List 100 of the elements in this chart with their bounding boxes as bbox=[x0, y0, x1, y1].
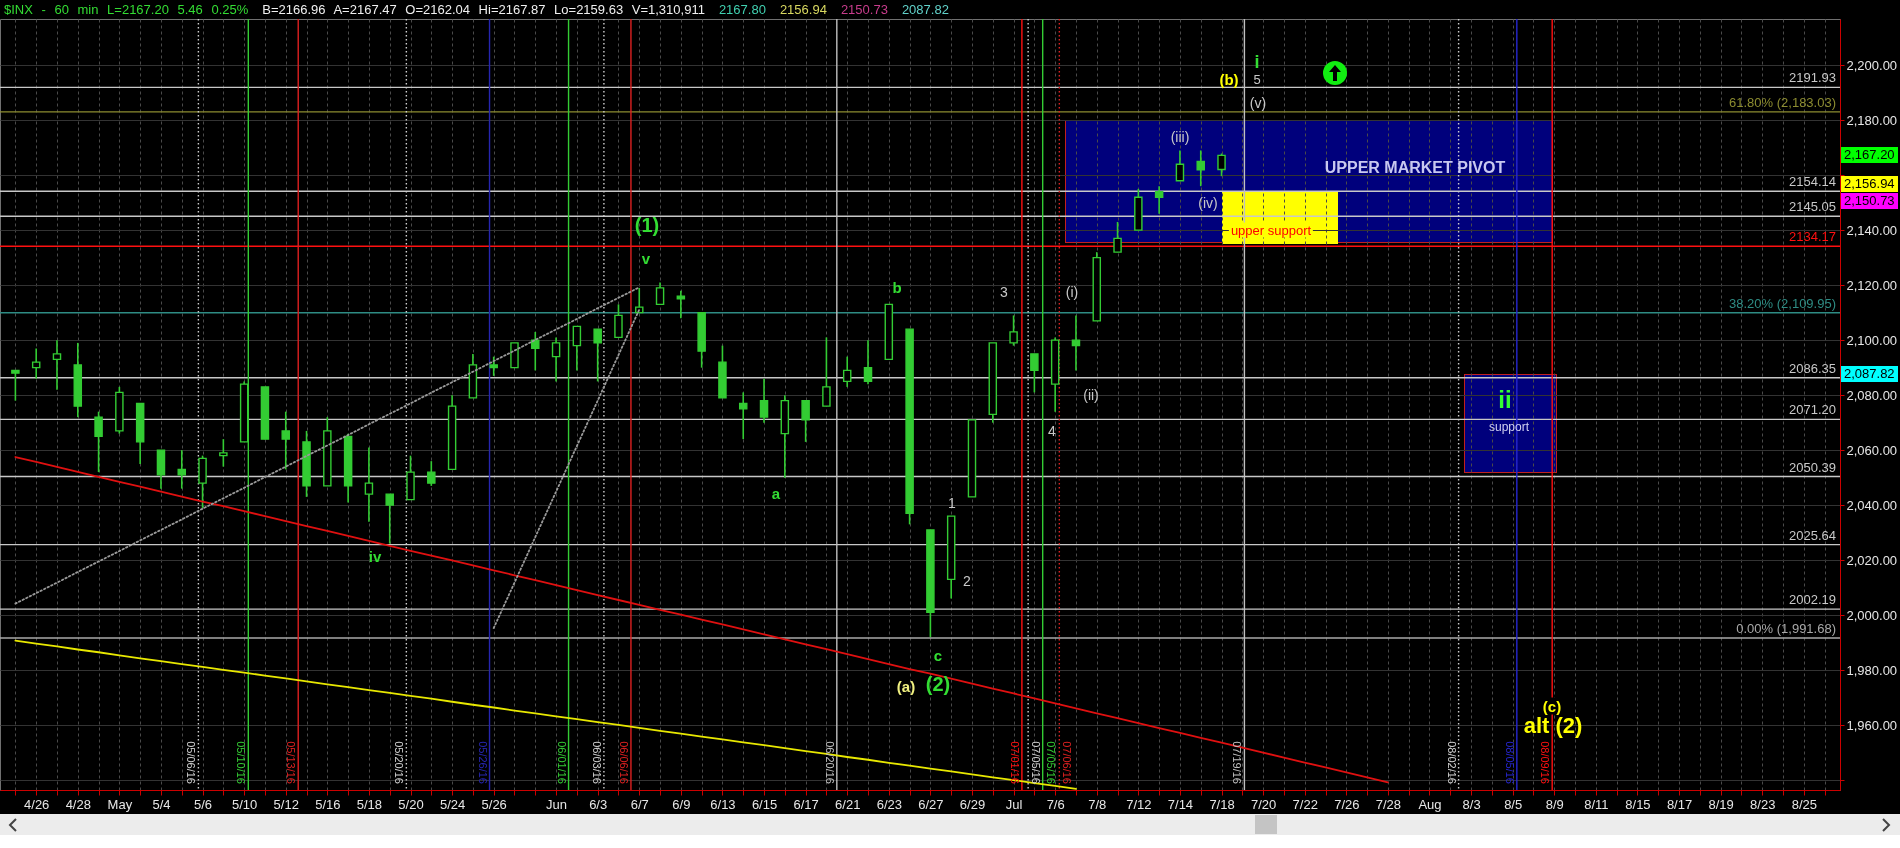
x-tick-label: 8/17 bbox=[1666, 796, 1693, 812]
x-tick-label: 5/10 bbox=[231, 796, 258, 812]
line-series bbox=[14, 456, 1389, 784]
candlestick bbox=[281, 410, 290, 471]
x-tick-label: 8/19 bbox=[1708, 796, 1734, 812]
annotation: 05/20/16 bbox=[393, 741, 406, 784]
x-tick-label: 5/26 bbox=[481, 796, 507, 812]
y-tick-label: 1,960.00 bbox=[1846, 717, 1898, 733]
annotation: 07/01/16 bbox=[1008, 741, 1021, 784]
annotation: 2 bbox=[963, 573, 971, 589]
x-tick-label: 6/3 bbox=[589, 796, 608, 812]
candlestick bbox=[572, 325, 582, 372]
y-tick-label: 2,180.00 bbox=[1846, 112, 1898, 128]
y-tick-label: 2,040.00 bbox=[1846, 497, 1898, 513]
y-tick-label: 2,020.00 bbox=[1846, 552, 1898, 568]
x-tick-label: 5/4 bbox=[152, 796, 171, 812]
candlestick bbox=[676, 289, 686, 319]
x-tick-label: 7/18 bbox=[1209, 796, 1235, 812]
ref-line-label: 2071.20 bbox=[1789, 402, 1836, 418]
annotation: (i) bbox=[1065, 284, 1079, 300]
y-tick-label: 2,200.00 bbox=[1846, 57, 1898, 73]
ref-line-label: 2086.35 bbox=[1789, 360, 1836, 376]
candlestick bbox=[177, 449, 187, 490]
x-tick-label: 7/12 bbox=[1126, 796, 1152, 812]
chart-subtitle: B=2166.96 A=2167.47 O=2162.04 Hi=2167.87 Lo=2159.63 V=1,310,911 bbox=[262, 2, 705, 17]
candlestick bbox=[1113, 221, 1122, 253]
y-tick-label: 1,980.00 bbox=[1846, 662, 1898, 678]
x-tick-label: 8/25 bbox=[1791, 796, 1817, 812]
x-tick-label: 4/26 bbox=[24, 796, 50, 812]
x-tick-label: 6/7 bbox=[630, 796, 649, 812]
x-tick-label: Aug bbox=[1418, 796, 1442, 812]
text: 2,087.82 bbox=[1841, 366, 1898, 382]
line-series bbox=[14, 639, 1077, 790]
x-tick-label: Jul bbox=[1005, 796, 1023, 812]
x-tick-label: 5/6 bbox=[194, 796, 213, 812]
candlestick bbox=[1030, 353, 1039, 394]
x-tick-label: 8/5 bbox=[1504, 796, 1523, 812]
annotation: 05/10/16 bbox=[235, 741, 248, 784]
ref-line-label: 2191.93 bbox=[1789, 70, 1836, 86]
y-tick-label: 2,080.00 bbox=[1846, 387, 1898, 403]
annotation: 07/05/16 bbox=[1030, 741, 1043, 784]
x-tick-label: 7/26 bbox=[1334, 796, 1360, 812]
annotation: 05/26/16 bbox=[476, 741, 489, 784]
text: 2156.94 bbox=[779, 2, 827, 17]
text: 2,150.73 bbox=[1841, 193, 1898, 209]
x-tick-label: 6/23 bbox=[876, 796, 902, 812]
candlestick bbox=[551, 336, 561, 383]
x-tick-label: 6/29 bbox=[959, 796, 986, 812]
annotation: 06/20/16 bbox=[823, 741, 836, 784]
line-series bbox=[14, 286, 641, 605]
annotation: 08/05/16 bbox=[1503, 741, 1516, 784]
annotation: 07/06/16 bbox=[1061, 741, 1074, 784]
annotation: iv bbox=[368, 547, 382, 565]
x-tick-label: 7/8 bbox=[1088, 796, 1107, 812]
x-tick-label: 7/14 bbox=[1167, 796, 1194, 812]
x-tick-label: 6/9 bbox=[672, 796, 691, 812]
y-tick-label: 2,120.00 bbox=[1846, 277, 1898, 293]
annotation: 5 bbox=[1253, 71, 1261, 87]
x-tick-label: 6/15 bbox=[751, 796, 778, 812]
annotation: v bbox=[641, 249, 651, 267]
annotation: (iv) bbox=[1198, 195, 1218, 211]
annotation: 07/05/16 bbox=[1044, 741, 1057, 784]
annotation: ii bbox=[1498, 386, 1512, 413]
x-tick-label: 6/27 bbox=[918, 796, 944, 812]
candlestick bbox=[842, 355, 852, 388]
ref-line-label: 2050.39 bbox=[1789, 459, 1836, 475]
annotation: support bbox=[1488, 420, 1530, 434]
annotation: (c) bbox=[1540, 697, 1564, 715]
annotation: (v) bbox=[1249, 95, 1267, 111]
candlestick bbox=[863, 339, 873, 385]
x-tick-label: 5/16 bbox=[315, 796, 341, 812]
candlestick bbox=[385, 493, 394, 545]
text: 2167.80 bbox=[718, 2, 766, 17]
candlestick bbox=[1196, 149, 1205, 187]
annotation: (iii) bbox=[1170, 129, 1190, 145]
x-tick-label: May bbox=[107, 796, 133, 812]
candlestick bbox=[801, 399, 810, 443]
x-tick-label: 7/6 bbox=[1046, 796, 1065, 812]
candlestick bbox=[1154, 185, 1164, 215]
annotation: a bbox=[771, 484, 781, 502]
annotation: 05/06/16 bbox=[185, 741, 198, 784]
x-tick-label: 4/28 bbox=[65, 796, 91, 812]
y-tick-label: 2,140.00 bbox=[1846, 222, 1898, 238]
candlestick bbox=[11, 369, 20, 402]
y-tick-label: 2,060.00 bbox=[1846, 442, 1898, 458]
text: 2,156.94 bbox=[1841, 176, 1898, 192]
ref-line-label: 38.20% (2,109.95) bbox=[1729, 295, 1836, 311]
ref-line-label: 2002.19 bbox=[1789, 592, 1836, 608]
annotation: upper support bbox=[1228, 222, 1314, 238]
candlestick bbox=[655, 281, 665, 306]
ref-line-label: 0.00% (1,991.68) bbox=[1736, 621, 1836, 636]
candlestick bbox=[427, 460, 436, 487]
annotation: 06/06/16 bbox=[617, 741, 630, 784]
ref-line-label: 2134.17 bbox=[1789, 229, 1836, 245]
x-tick-label: 7/28 bbox=[1375, 796, 1402, 812]
ref-line-label: 61.80% (2,183.03) bbox=[1729, 94, 1836, 110]
candlestick bbox=[1217, 152, 1226, 177]
x-tick-label: 8/11 bbox=[1584, 796, 1609, 812]
annotation: i bbox=[1254, 52, 1260, 72]
annotation: 05/13/16 bbox=[285, 741, 298, 784]
